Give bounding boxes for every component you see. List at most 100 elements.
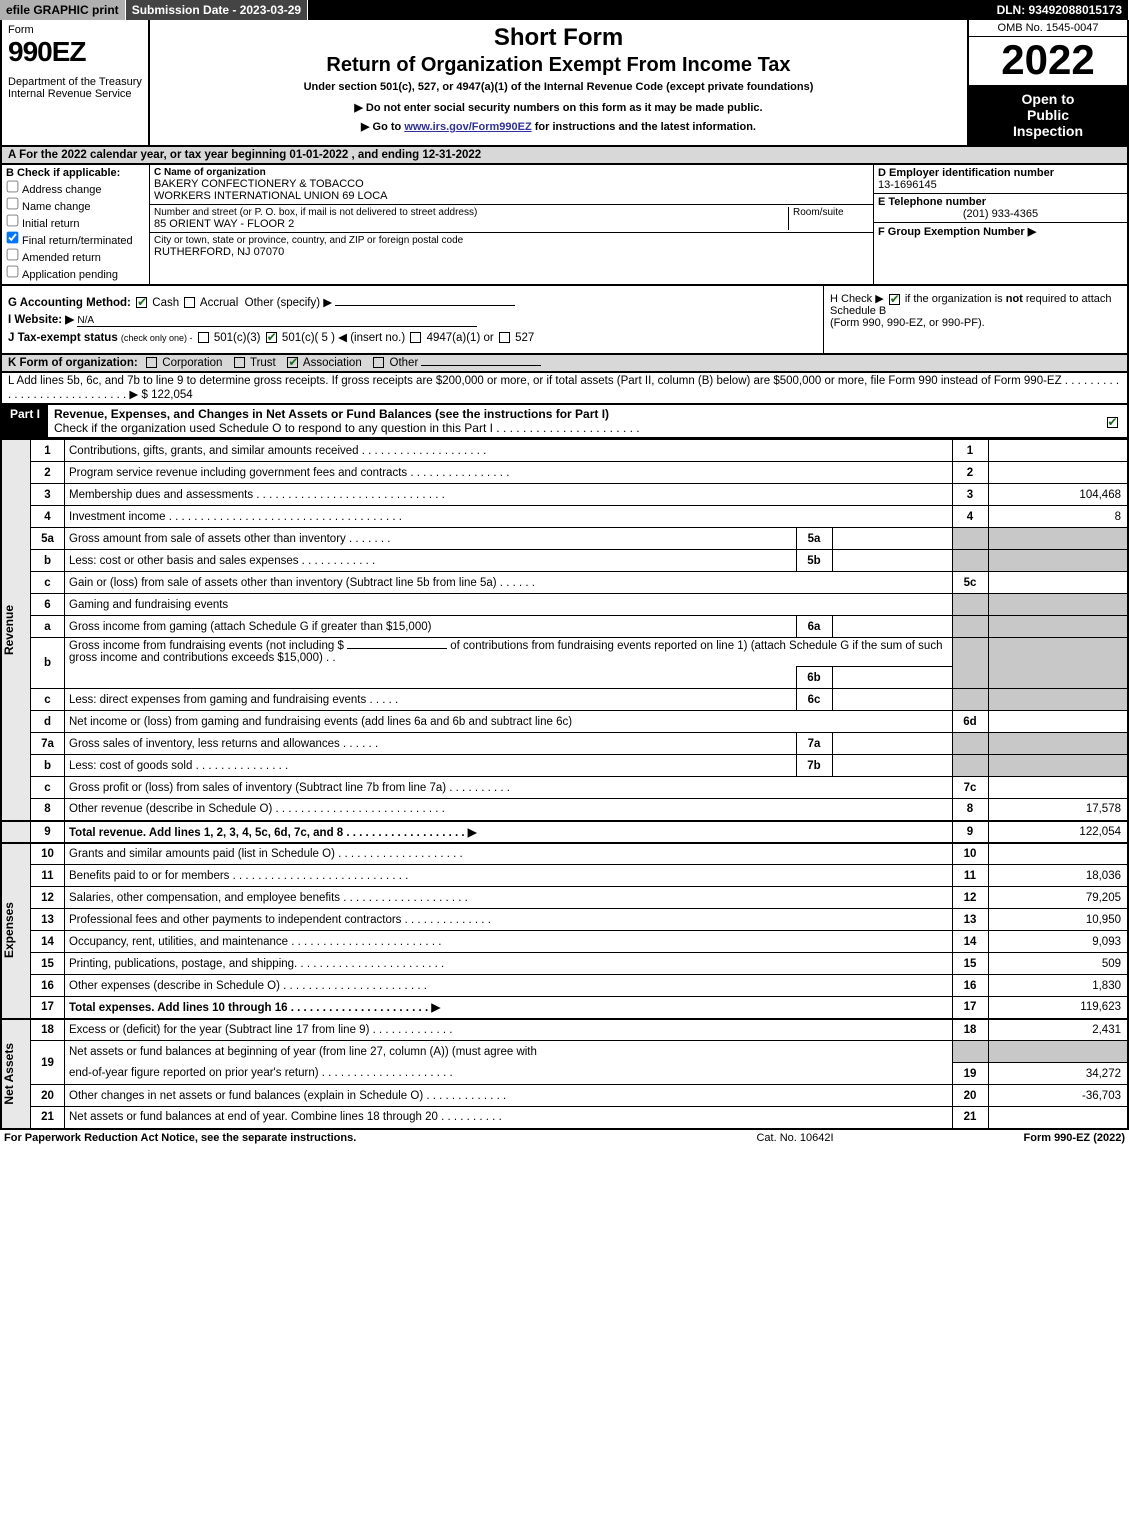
part-i-header: Part I Revenue, Expenses, and Changes in… — [0, 405, 1129, 439]
row-k-form-of-org: K Form of organization: Corporation Trus… — [0, 355, 1129, 373]
sidebar-expenses: Expenses — [2, 902, 16, 958]
checkbox-address-change[interactable]: Address change — [6, 180, 145, 196]
line-6b-box — [832, 667, 952, 689]
ein-value: 13-1696145 — [878, 179, 1123, 191]
checkbox-527[interactable] — [499, 332, 510, 343]
line-6a-text: Gross income from gaming (attach Schedul… — [65, 616, 797, 638]
block-bcdef: B Check if applicable: Address change Na… — [0, 165, 1129, 286]
checkbox-schedule-o-part-i[interactable] — [1107, 417, 1118, 428]
line-2-value — [988, 462, 1128, 484]
line-9-value: 122,054 — [988, 821, 1128, 843]
dept-treasury: Department of the Treasury — [8, 76, 142, 88]
line-5b-box — [832, 550, 952, 572]
line-7c-value — [988, 777, 1128, 799]
i-website: I Website: ▶ N/A — [8, 312, 817, 327]
c-address-row: Number and street (or P. O. box, if mail… — [150, 205, 873, 233]
tax-year: 2022 — [969, 37, 1127, 85]
block-ghij: G Accounting Method: Cash Accrual Other … — [0, 286, 1129, 355]
checkbox-application-pending[interactable]: Application pending — [6, 265, 145, 281]
gross-receipts-value: 122,054 — [151, 389, 193, 401]
line-6d-text: Net income or (loss) from gaming and fun… — [65, 711, 953, 733]
line-18-value: 2,431 — [988, 1019, 1128, 1041]
line-12-value: 79,205 — [988, 887, 1128, 909]
line-11-text: Benefits paid to or for members . . . . … — [65, 865, 953, 887]
f-group-exemption: F Group Exemption Number ▶ — [874, 223, 1127, 240]
subtitle-section: Under section 501(c), 527, or 4947(a)(1)… — [158, 81, 959, 93]
checkbox-association[interactable] — [287, 357, 298, 368]
col-b: B Check if applicable: Address change Na… — [2, 165, 150, 284]
d-ein: D Employer identification number 13-1696… — [874, 165, 1127, 194]
checkbox-cash[interactable] — [136, 297, 147, 308]
col-c: C Name of organization BAKERY CONFECTION… — [150, 165, 873, 284]
checkbox-501c[interactable] — [266, 332, 277, 343]
g-accounting-method: G Accounting Method: Cash Accrual Other … — [8, 295, 817, 309]
form-number: 990EZ — [8, 36, 142, 68]
open-to-public: Open to Public Inspection — [969, 85, 1127, 145]
telephone-value: (201) 933-4365 — [878, 208, 1123, 220]
title-return: Return of Organization Exempt From Incom… — [158, 54, 959, 77]
line-2-text: Program service revenue including govern… — [65, 462, 953, 484]
line-3-value: 104,468 — [988, 484, 1128, 506]
irs-link[interactable]: www.irs.gov/Form990EZ — [404, 121, 531, 133]
subtitle-ssn-warning: ▶ Do not enter social security numbers o… — [158, 101, 959, 114]
line-20-text: Other changes in net assets or fund bala… — [65, 1085, 953, 1107]
line-9-text: Total revenue. Add lines 1, 2, 3, 4, 5c,… — [65, 821, 953, 843]
line-7b-box — [832, 755, 952, 777]
header-right: OMB No. 1545-0047 2022 Open to Public In… — [967, 20, 1127, 145]
line-14-text: Occupancy, rent, utilities, and maintena… — [65, 931, 953, 953]
submission-date: Submission Date - 2023-03-29 — [126, 0, 308, 20]
checkbox-trust[interactable] — [234, 357, 245, 368]
line-16-value: 1,830 — [988, 975, 1128, 997]
line-15-text: Printing, publications, postage, and shi… — [65, 953, 953, 975]
line-4-value: 8 — [988, 506, 1128, 528]
checkbox-final-return[interactable]: Final return/terminated — [6, 231, 145, 247]
line-7c-text: Gross profit or (loss) from sales of inv… — [65, 777, 953, 799]
org-name-2: WORKERS INTERNATIONAL UNION 69 LOCA — [154, 190, 869, 202]
checkbox-4947a1[interactable] — [410, 332, 421, 343]
line-3-text: Membership dues and assessments . . . . … — [65, 484, 953, 506]
line-5b-text: Less: cost or other basis and sales expe… — [65, 550, 797, 572]
line-5a-box — [832, 528, 952, 550]
line-16-text: Other expenses (describe in Schedule O) … — [65, 975, 953, 997]
line-19-text-1: Net assets or fund balances at beginning… — [65, 1041, 953, 1063]
line-8-value: 17,578 — [988, 799, 1128, 821]
line-8-text: Other revenue (describe in Schedule O) .… — [65, 799, 953, 821]
checkbox-amended-return[interactable]: Amended return — [6, 248, 145, 264]
irs-label: Internal Revenue Service — [8, 88, 142, 100]
part-i-label: Part I — [2, 405, 48, 437]
line-19-value: 34,272 — [988, 1063, 1128, 1085]
footer-cat-no: Cat. No. 10642I — [665, 1132, 925, 1144]
sidebar-net-assets: Net Assets — [2, 1043, 16, 1105]
line-7a-box — [832, 733, 952, 755]
checkbox-corporation[interactable] — [146, 357, 157, 368]
line-17-text: Total expenses. Add lines 10 through 16 … — [65, 997, 953, 1019]
h-schedule-b: H Check ▶ if the organization is not req… — [823, 286, 1127, 353]
line-20-value: -36,703 — [988, 1085, 1128, 1107]
omb-number: OMB No. 1545-0047 — [969, 20, 1127, 37]
checkbox-other-org[interactable] — [373, 357, 384, 368]
line-12-text: Salaries, other compensation, and employ… — [65, 887, 953, 909]
title-short-form: Short Form — [158, 24, 959, 52]
line-6c-box — [832, 689, 952, 711]
line-5c-value — [988, 572, 1128, 594]
part-i-table: Revenue 1 Contributions, gifts, grants, … — [0, 439, 1129, 1130]
footer-form-ref: Form 990-EZ (2022) — [925, 1132, 1125, 1144]
line-19-text-2: end-of-year figure reported on prior yea… — [65, 1063, 953, 1085]
checkbox-501c3[interactable] — [198, 332, 209, 343]
j-tax-exempt-status: J Tax-exempt status (check only one) - 5… — [8, 330, 817, 344]
col-def: D Employer identification number 13-1696… — [873, 165, 1127, 284]
checkbox-accrual[interactable] — [184, 297, 195, 308]
line-21-value — [988, 1107, 1128, 1129]
page-footer: For Paperwork Reduction Act Notice, see … — [0, 1130, 1129, 1146]
header-center: Short Form Return of Organization Exempt… — [150, 20, 967, 145]
line-11-value: 18,036 — [988, 865, 1128, 887]
checkbox-name-change[interactable]: Name change — [6, 197, 145, 213]
top-bar: efile GRAPHIC print Submission Date - 20… — [0, 0, 1129, 20]
b-label: B Check if applicable: — [6, 167, 145, 179]
line-5c-text: Gain or (loss) from sale of assets other… — [65, 572, 953, 594]
checkbox-schedule-b-not-required[interactable] — [889, 294, 900, 305]
form-label: Form — [8, 24, 142, 36]
line-15-value: 509 — [988, 953, 1128, 975]
checkbox-initial-return[interactable]: Initial return — [6, 214, 145, 230]
efile-print-label: efile GRAPHIC print — [0, 0, 126, 20]
